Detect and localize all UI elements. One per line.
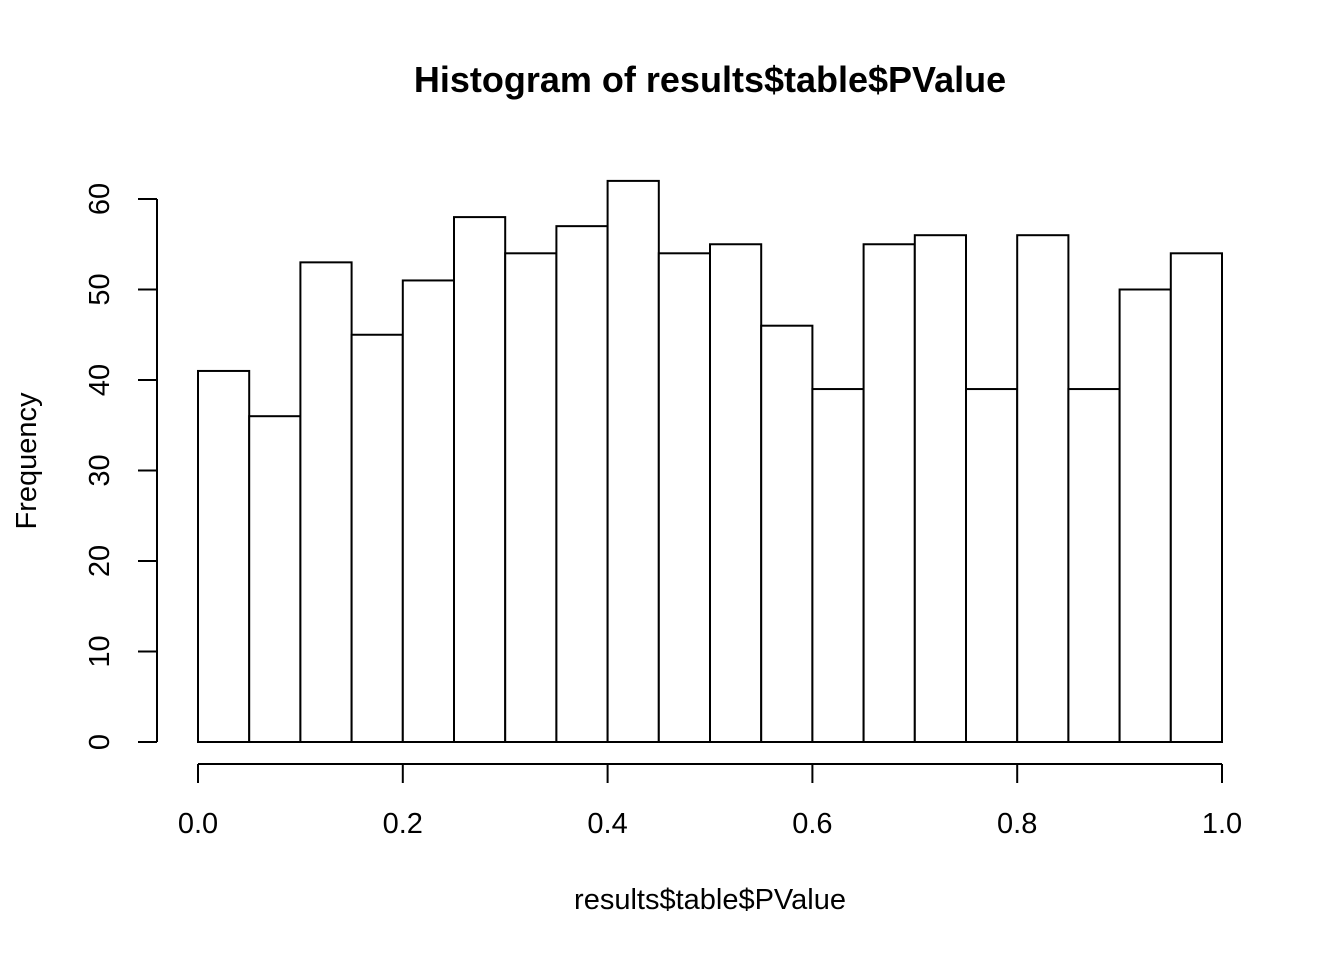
histogram-bar bbox=[401, 279, 455, 743]
x-tick-label: 0.6 bbox=[792, 808, 832, 840]
y-tick-label: 40 bbox=[84, 364, 116, 396]
histogram-bar bbox=[606, 179, 660, 743]
histogram-bar bbox=[1016, 234, 1070, 743]
histogram-bar bbox=[248, 415, 302, 743]
histogram-bar bbox=[1118, 288, 1172, 743]
x-axis-label: results$table$PValue bbox=[574, 884, 846, 916]
histogram-bar bbox=[555, 225, 609, 743]
x-tick-label: 0.4 bbox=[587, 808, 627, 840]
x-axis: 0.0 0.2 0.4 0.6 0.8 1.0 bbox=[178, 763, 1242, 840]
x-tick-label: 0.2 bbox=[383, 808, 423, 840]
y-tick-label: 30 bbox=[84, 454, 116, 486]
histogram-bar bbox=[709, 243, 763, 743]
bars-group bbox=[197, 179, 1224, 744]
histogram-bar bbox=[299, 261, 353, 743]
histogram-bar bbox=[350, 333, 404, 743]
x-tick-label: 1.0 bbox=[1202, 808, 1242, 840]
histogram-bar bbox=[504, 252, 558, 744]
histogram-bar bbox=[1169, 252, 1224, 744]
x-tick-label: 0.8 bbox=[997, 808, 1037, 840]
y-tick-label: 20 bbox=[84, 545, 116, 577]
histogram-bar bbox=[965, 388, 1019, 743]
y-tick-label: 50 bbox=[84, 273, 116, 305]
histogram-bar bbox=[1067, 388, 1121, 743]
y-tick-label: 0 bbox=[84, 734, 116, 750]
x-tick-label: 0.0 bbox=[178, 808, 218, 840]
histogram-bar bbox=[811, 388, 865, 743]
histogram-bar bbox=[657, 252, 711, 744]
y-tick-label: 60 bbox=[84, 183, 116, 215]
y-axis: 0 10 20 30 40 50 60 bbox=[84, 183, 158, 750]
histogram-bar bbox=[760, 324, 814, 743]
histogram-bar bbox=[453, 216, 507, 744]
histogram-bar bbox=[913, 234, 967, 743]
y-axis-label: Frequency bbox=[11, 392, 43, 530]
histogram-bar bbox=[862, 243, 916, 743]
y-tick-label: 10 bbox=[84, 635, 116, 667]
histogram-bar bbox=[197, 369, 251, 743]
chart-title: Histogram of results$table$PValue bbox=[414, 59, 1006, 100]
